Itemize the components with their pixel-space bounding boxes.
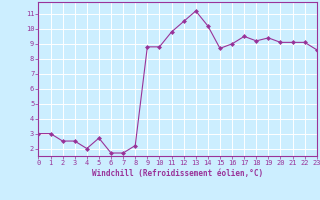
X-axis label: Windchill (Refroidissement éolien,°C): Windchill (Refroidissement éolien,°C) (92, 169, 263, 178)
